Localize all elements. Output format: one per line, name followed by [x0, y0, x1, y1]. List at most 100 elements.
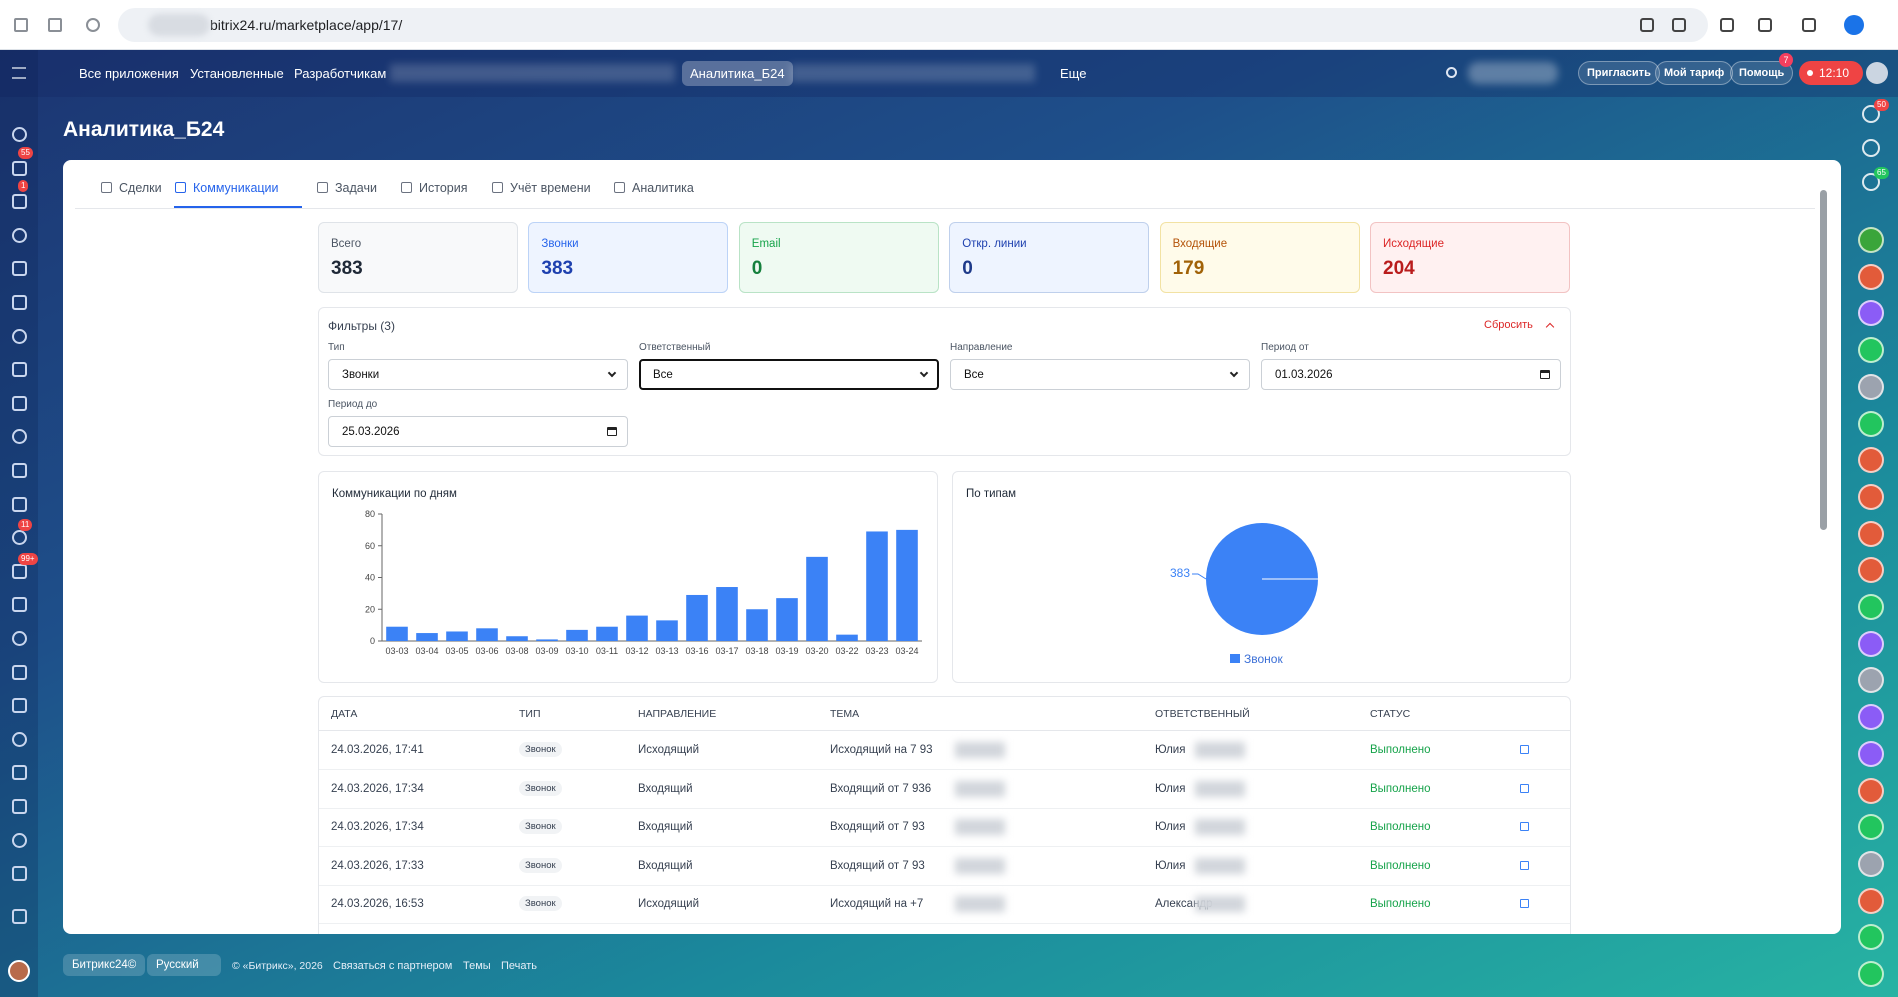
- sidebar-icon[interactable]: [12, 227, 27, 243]
- sidebar-icon[interactable]: [12, 160, 27, 176]
- chat-avatar[interactable]: [1858, 410, 1884, 437]
- chat-avatar[interactable]: [1858, 557, 1884, 584]
- tab[interactable]: Учёт времени: [510, 181, 591, 195]
- tab-icon[interactable]: [492, 182, 503, 193]
- sidebar-icon[interactable]: [12, 261, 27, 277]
- tab[interactable]: Сделки: [119, 181, 162, 195]
- open-link[interactable]: [1520, 745, 1529, 754]
- footer-link[interactable]: Связаться с партнером: [333, 960, 453, 972]
- sidebar-icon[interactable]: [1862, 139, 1880, 157]
- chat-avatar[interactable]: [1858, 447, 1884, 474]
- open-link[interactable]: [1520, 822, 1529, 832]
- tab[interactable]: Задачи: [335, 181, 377, 195]
- browser-icon[interactable]: [1640, 18, 1654, 32]
- open-link[interactable]: [1520, 783, 1529, 793]
- chat-avatar[interactable]: [1858, 630, 1884, 657]
- tab[interactable]: Аналитика: [632, 181, 694, 195]
- chat-avatar[interactable]: [1858, 704, 1884, 731]
- sidebar-icon[interactable]: [12, 429, 27, 445]
- sidebar-icon[interactable]: [12, 698, 27, 714]
- sidebar-icon[interactable]: [12, 395, 27, 411]
- chat-avatar[interactable]: [1858, 924, 1884, 951]
- select[interactable]: Все: [639, 359, 939, 390]
- nav-item[interactable]: Разработчикам: [294, 66, 387, 81]
- column-header[interactable]: ТИП: [519, 708, 541, 720]
- select[interactable]: Все: [950, 359, 1250, 390]
- sidebar-icon[interactable]: [12, 127, 27, 142]
- time-button[interactable]: 12:10: [1799, 61, 1863, 85]
- browser-icon[interactable]: [1758, 18, 1772, 32]
- nav-action[interactable]: Пригласить: [1578, 61, 1660, 85]
- browser-icon[interactable]: [1672, 18, 1686, 32]
- sidebar-icon[interactable]: [12, 194, 27, 210]
- nav-item[interactable]: Установленные: [190, 66, 284, 81]
- chat-avatar[interactable]: [1858, 483, 1884, 510]
- sidebar-icon[interactable]: [12, 295, 27, 310]
- nav-item-active[interactable]: Аналитика_Б24: [682, 61, 793, 86]
- sidebar-icon[interactable]: [12, 597, 27, 613]
- chat-avatar[interactable]: [1858, 373, 1884, 400]
- sidebar-icon[interactable]: [12, 631, 27, 646]
- nav-button[interactable]: [86, 18, 100, 32]
- chat-avatar[interactable]: [1858, 777, 1884, 804]
- sidebar-icon[interactable]: [12, 832, 27, 848]
- chat-avatar[interactable]: [1858, 961, 1884, 987]
- chat-avatar[interactable]: [1858, 850, 1884, 877]
- sidebar-icon[interactable]: [12, 909, 27, 924]
- sidebar-icon[interactable]: [12, 765, 27, 781]
- tab-icon[interactable]: [401, 182, 412, 193]
- tab-icon[interactable]: [317, 182, 328, 193]
- avatar[interactable]: [1866, 62, 1888, 84]
- footer-link[interactable]: Печать: [501, 960, 538, 972]
- column-header[interactable]: СТАТУС: [1370, 708, 1411, 720]
- nav-button[interactable]: [14, 18, 28, 32]
- sidebar-icon[interactable]: [12, 563, 27, 579]
- nav-button[interactable]: [48, 18, 62, 32]
- chat-avatar[interactable]: [1858, 337, 1884, 364]
- open-link[interactable]: [1520, 860, 1529, 870]
- chat-avatar[interactable]: [1858, 520, 1884, 547]
- url[interactable]: bitrix24.ru/marketplace/app/17/: [210, 17, 403, 33]
- nav-action[interactable]: Мой тариф: [1655, 61, 1734, 85]
- tab-active[interactable]: Коммуникации: [193, 181, 279, 195]
- open-link[interactable]: [1520, 899, 1529, 909]
- browser-icon[interactable]: [1720, 18, 1734, 32]
- browser-icon[interactable]: [1802, 18, 1816, 32]
- scrollbar-thumb[interactable]: [1820, 190, 1827, 530]
- chat-avatar[interactable]: [1858, 887, 1884, 914]
- nav-item[interactable]: Еще: [1060, 66, 1087, 81]
- chat-avatar[interactable]: [1858, 740, 1884, 767]
- tab-icon[interactable]: [175, 182, 186, 193]
- sidebar-icon[interactable]: [1862, 105, 1880, 123]
- chat-avatar[interactable]: [1858, 594, 1884, 620]
- column-header[interactable]: ТЕМА: [830, 708, 860, 720]
- column-header[interactable]: ОТВЕТСТВЕННЫЙ: [1155, 708, 1250, 720]
- chat-avatar[interactable]: [1858, 263, 1884, 290]
- chat-avatar[interactable]: [1858, 227, 1884, 253]
- date-input[interactable]: 01.03.2026: [1261, 359, 1561, 390]
- chat-avatar[interactable]: [1858, 814, 1884, 841]
- tab-icon[interactable]: [614, 182, 625, 193]
- reset-button[interactable]: Сбросить: [1484, 319, 1533, 331]
- sidebar-icon[interactable]: [12, 866, 27, 882]
- nav-item[interactable]: Все приложения: [79, 66, 179, 81]
- sidebar-icon[interactable]: [12, 664, 27, 680]
- profile[interactable]: [1844, 15, 1864, 35]
- sidebar-icon[interactable]: [12, 731, 27, 747]
- chat-avatar[interactable]: [1858, 300, 1884, 327]
- sidebar-icon[interactable]: [12, 496, 27, 512]
- date-input[interactable]: 25.03.2026: [328, 416, 628, 447]
- search-icon[interactable]: [1446, 67, 1457, 78]
- sidebar-icon[interactable]: [1862, 173, 1880, 191]
- language-button[interactable]: Русский: [147, 954, 221, 976]
- sidebar-icon[interactable]: [12, 530, 27, 546]
- tab[interactable]: История: [419, 181, 468, 195]
- footer-link[interactable]: Темы: [463, 960, 491, 972]
- chat-avatar[interactable]: [1858, 667, 1884, 694]
- tab-icon[interactable]: [101, 182, 112, 193]
- sidebar-icon[interactable]: [12, 799, 27, 814]
- sidebar-icon[interactable]: [12, 463, 27, 478]
- nav-action[interactable]: Помощь: [1730, 61, 1794, 85]
- brand-button[interactable]: Битрикс24©: [63, 954, 146, 976]
- sidebar-icon[interactable]: [12, 328, 27, 344]
